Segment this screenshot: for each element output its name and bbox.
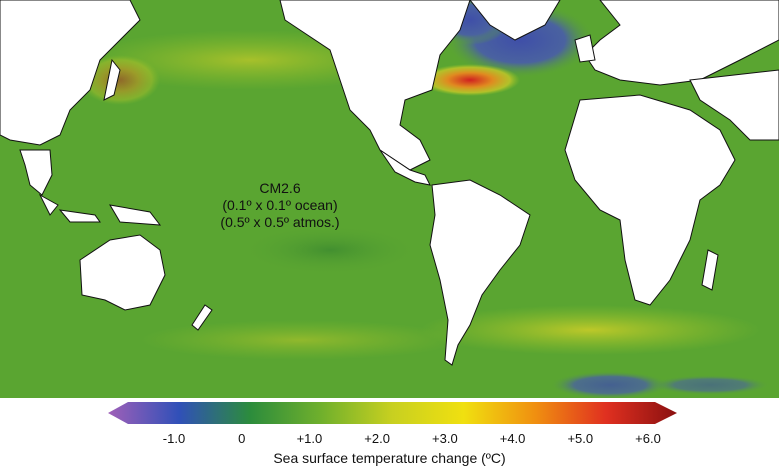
central-america-landmass (379, 149, 431, 186)
colorbar-tick-label: +6.0 (635, 431, 661, 446)
australia-landmass (79, 234, 166, 311)
colorbar-title: Sea surface temperature change (ºC) (273, 450, 506, 466)
colorbar-tick-label: +2.0 (364, 431, 390, 446)
colorbar-tick-label: -1.0 (162, 431, 186, 446)
landmasses (0, 0, 779, 366)
model-label: CM2.6 (0.1º x 0.1º ocean) (0.5º x 0.5º a… (185, 180, 375, 231)
south-america-landmass (429, 179, 531, 366)
new-zealand-landmass (191, 304, 213, 331)
colorbar-tick-label: +1.0 (296, 431, 323, 446)
middle-east-landmass (689, 69, 779, 141)
madagascar-landmass (701, 249, 719, 291)
british-isles-landmass (574, 34, 596, 63)
colorbar-tick-label: +5.0 (567, 431, 594, 446)
ocean-resolution: (0.1º x 0.1º ocean) (222, 197, 338, 213)
indonesia-landmass (38, 193, 162, 226)
colorbar-tick-label: +3.0 (432, 431, 458, 446)
greenland-landmass (469, 0, 561, 41)
europe-landmass (584, 0, 779, 86)
sst-change-map (0, 0, 779, 398)
colorbar-tick-label: 0 (238, 431, 246, 446)
model-name: CM2.6 (259, 180, 301, 196)
japan-landmass (103, 58, 121, 101)
asia-landmass (0, 0, 141, 146)
southeast-asia-landmass (19, 149, 53, 196)
north-america-landmass (279, 0, 471, 171)
colorbar (108, 402, 677, 424)
colorbar-gradient (108, 402, 677, 424)
africa-landmass (564, 94, 736, 306)
atmos-resolution: (0.5º x 0.5º atmos.) (220, 214, 340, 230)
colorbar-tick-label: +4.0 (499, 431, 526, 446)
